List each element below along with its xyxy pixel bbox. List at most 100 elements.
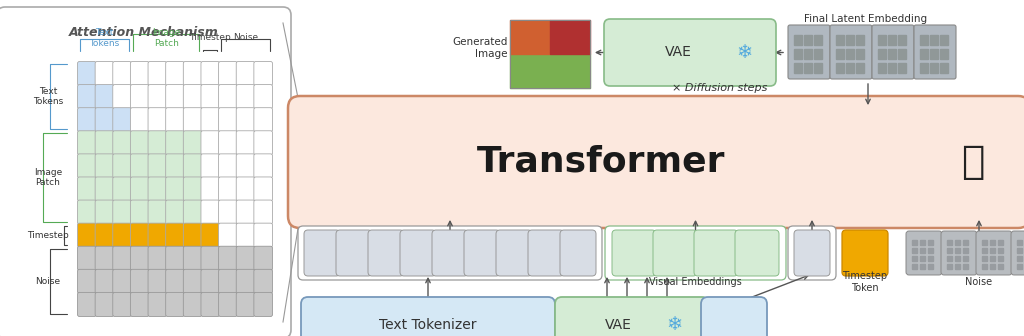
FancyBboxPatch shape	[288, 96, 1024, 228]
FancyBboxPatch shape	[166, 246, 184, 270]
Bar	[836, 63, 844, 73]
Bar	[963, 256, 968, 261]
Text: Text Tokenizer: Text Tokenizer	[379, 318, 477, 332]
FancyBboxPatch shape	[130, 131, 150, 155]
Bar	[814, 35, 822, 45]
Bar	[990, 256, 995, 261]
Bar	[928, 248, 933, 253]
FancyBboxPatch shape	[254, 154, 272, 178]
Bar	[888, 35, 896, 45]
FancyBboxPatch shape	[201, 246, 219, 270]
Bar	[856, 49, 864, 59]
Bar	[898, 49, 906, 59]
Bar	[963, 240, 968, 245]
FancyBboxPatch shape	[148, 61, 167, 86]
Bar	[940, 63, 948, 73]
FancyBboxPatch shape	[148, 223, 167, 247]
Bar	[920, 63, 928, 73]
FancyBboxPatch shape	[130, 269, 150, 293]
FancyBboxPatch shape	[304, 230, 340, 276]
FancyBboxPatch shape	[166, 200, 184, 224]
Bar	[804, 49, 812, 59]
Bar	[846, 63, 854, 73]
FancyBboxPatch shape	[237, 177, 255, 201]
Bar	[920, 264, 925, 269]
Bar	[510, 54, 590, 88]
FancyBboxPatch shape	[130, 61, 150, 86]
FancyBboxPatch shape	[95, 269, 114, 293]
Text: 🔥: 🔥	[962, 143, 985, 181]
FancyBboxPatch shape	[218, 292, 238, 317]
Text: VAE: VAE	[665, 45, 691, 59]
FancyBboxPatch shape	[183, 177, 202, 201]
FancyBboxPatch shape	[201, 108, 219, 132]
FancyBboxPatch shape	[113, 85, 131, 109]
Bar	[836, 35, 844, 45]
FancyBboxPatch shape	[78, 269, 96, 293]
FancyBboxPatch shape	[148, 292, 167, 317]
FancyBboxPatch shape	[237, 292, 255, 317]
Bar	[955, 256, 961, 261]
Bar	[912, 264, 918, 269]
FancyBboxPatch shape	[78, 85, 96, 109]
FancyBboxPatch shape	[166, 131, 184, 155]
FancyBboxPatch shape	[694, 230, 738, 276]
FancyBboxPatch shape	[612, 230, 656, 276]
FancyBboxPatch shape	[254, 61, 272, 86]
Bar	[982, 256, 987, 261]
Bar	[856, 63, 864, 73]
Text: Generated
Image: Generated Image	[453, 37, 508, 59]
FancyBboxPatch shape	[113, 200, 131, 224]
FancyBboxPatch shape	[95, 246, 114, 270]
Bar	[982, 248, 987, 253]
FancyBboxPatch shape	[130, 200, 150, 224]
FancyBboxPatch shape	[906, 231, 942, 275]
FancyBboxPatch shape	[113, 223, 131, 247]
FancyBboxPatch shape	[130, 85, 150, 109]
FancyBboxPatch shape	[254, 177, 272, 201]
Text: Text
Tokens: Text Tokens	[89, 28, 120, 48]
FancyBboxPatch shape	[218, 269, 238, 293]
FancyBboxPatch shape	[78, 108, 96, 132]
Text: Transformer: Transformer	[477, 145, 726, 179]
FancyBboxPatch shape	[701, 297, 767, 336]
FancyBboxPatch shape	[148, 108, 167, 132]
Bar	[998, 264, 1002, 269]
FancyBboxPatch shape	[237, 131, 255, 155]
Text: Attention Mechanism: Attention Mechanism	[70, 27, 219, 40]
FancyBboxPatch shape	[95, 292, 114, 317]
FancyBboxPatch shape	[842, 230, 888, 276]
FancyBboxPatch shape	[148, 269, 167, 293]
FancyBboxPatch shape	[166, 223, 184, 247]
Bar	[912, 248, 918, 253]
Text: Text
Tokens: Text Tokens	[33, 87, 63, 106]
FancyBboxPatch shape	[301, 297, 555, 336]
FancyBboxPatch shape	[555, 297, 709, 336]
FancyBboxPatch shape	[788, 226, 836, 280]
Text: × Diffusion steps: × Diffusion steps	[673, 83, 768, 93]
FancyBboxPatch shape	[218, 108, 238, 132]
FancyBboxPatch shape	[113, 292, 131, 317]
Bar	[963, 248, 968, 253]
Bar	[920, 240, 925, 245]
Bar	[878, 49, 886, 59]
Bar	[928, 256, 933, 261]
FancyBboxPatch shape	[218, 154, 238, 178]
FancyBboxPatch shape	[183, 292, 202, 317]
Text: Image
Patch: Image Patch	[34, 168, 62, 187]
Bar	[1017, 264, 1022, 269]
FancyBboxPatch shape	[237, 200, 255, 224]
FancyBboxPatch shape	[183, 200, 202, 224]
Bar	[856, 35, 864, 45]
Bar	[846, 35, 854, 45]
FancyBboxPatch shape	[432, 230, 468, 276]
FancyBboxPatch shape	[605, 226, 786, 280]
Bar	[912, 240, 918, 245]
FancyBboxPatch shape	[941, 231, 977, 275]
FancyBboxPatch shape	[166, 61, 184, 86]
FancyBboxPatch shape	[166, 292, 184, 317]
FancyBboxPatch shape	[254, 269, 272, 293]
Bar	[940, 35, 948, 45]
FancyBboxPatch shape	[237, 246, 255, 270]
FancyBboxPatch shape	[201, 154, 219, 178]
